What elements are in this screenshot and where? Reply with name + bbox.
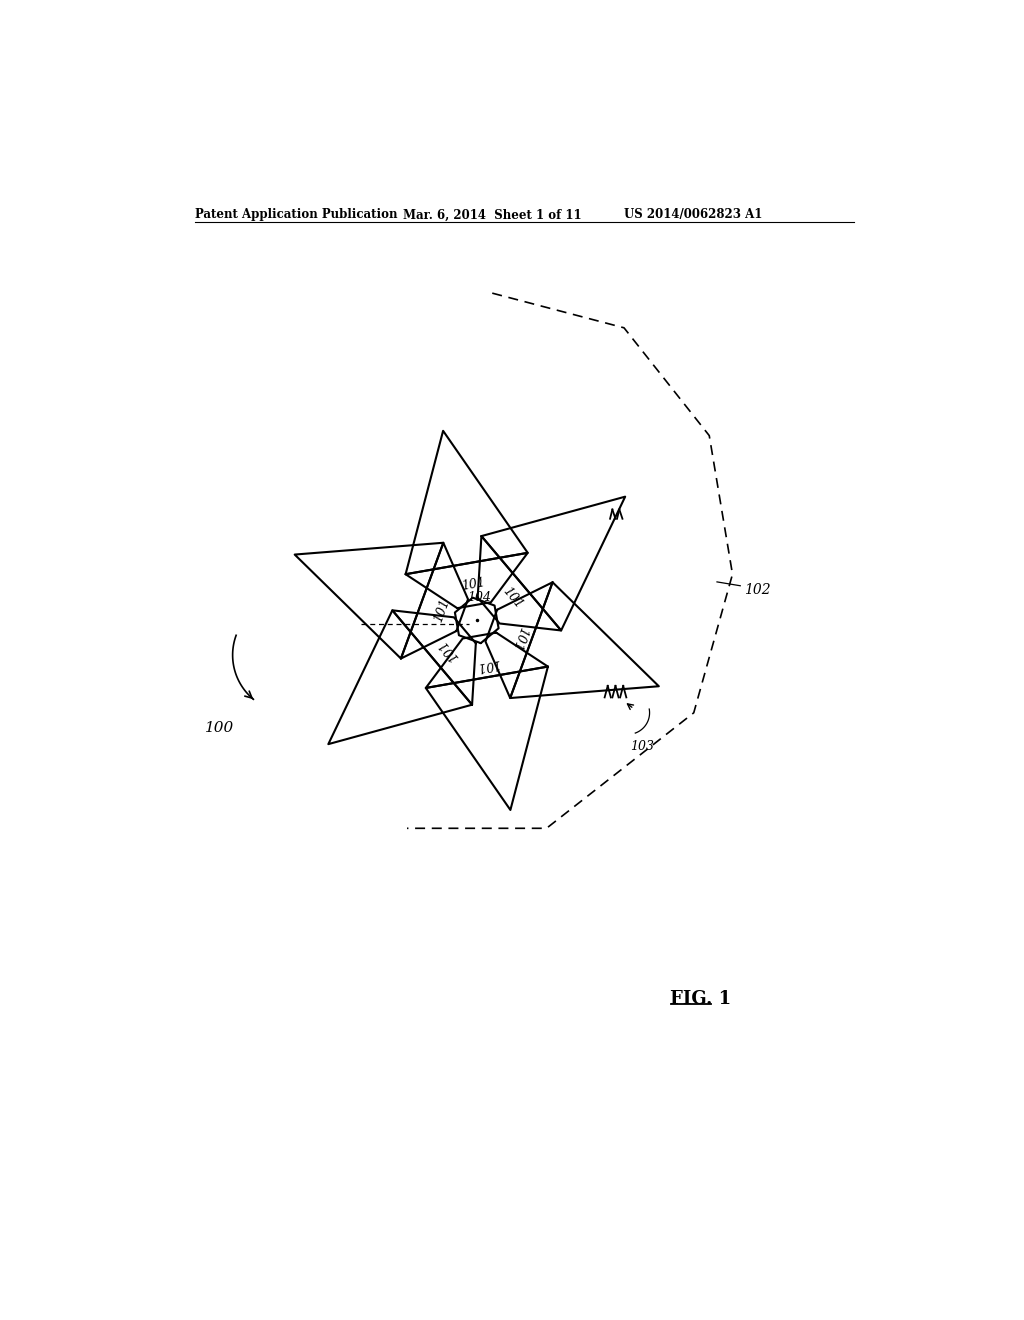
Text: Mar. 6, 2014  Sheet 1 of 11: Mar. 6, 2014 Sheet 1 of 11 xyxy=(403,209,582,222)
Text: 101: 101 xyxy=(509,624,529,652)
Text: 101: 101 xyxy=(436,638,462,664)
Text: 101: 101 xyxy=(461,576,486,593)
Text: 102: 102 xyxy=(744,582,771,597)
Text: 101: 101 xyxy=(432,597,453,624)
Text: 103: 103 xyxy=(630,739,654,752)
Text: FIG. 1: FIG. 1 xyxy=(671,990,731,1008)
Text: Patent Application Publication: Patent Application Publication xyxy=(196,209,398,222)
Text: US 2014/0062823 A1: US 2014/0062823 A1 xyxy=(624,209,763,222)
Text: 104: 104 xyxy=(467,591,492,605)
Text: 101: 101 xyxy=(500,585,524,611)
Text: 100: 100 xyxy=(205,721,234,735)
Text: 101: 101 xyxy=(475,656,501,673)
